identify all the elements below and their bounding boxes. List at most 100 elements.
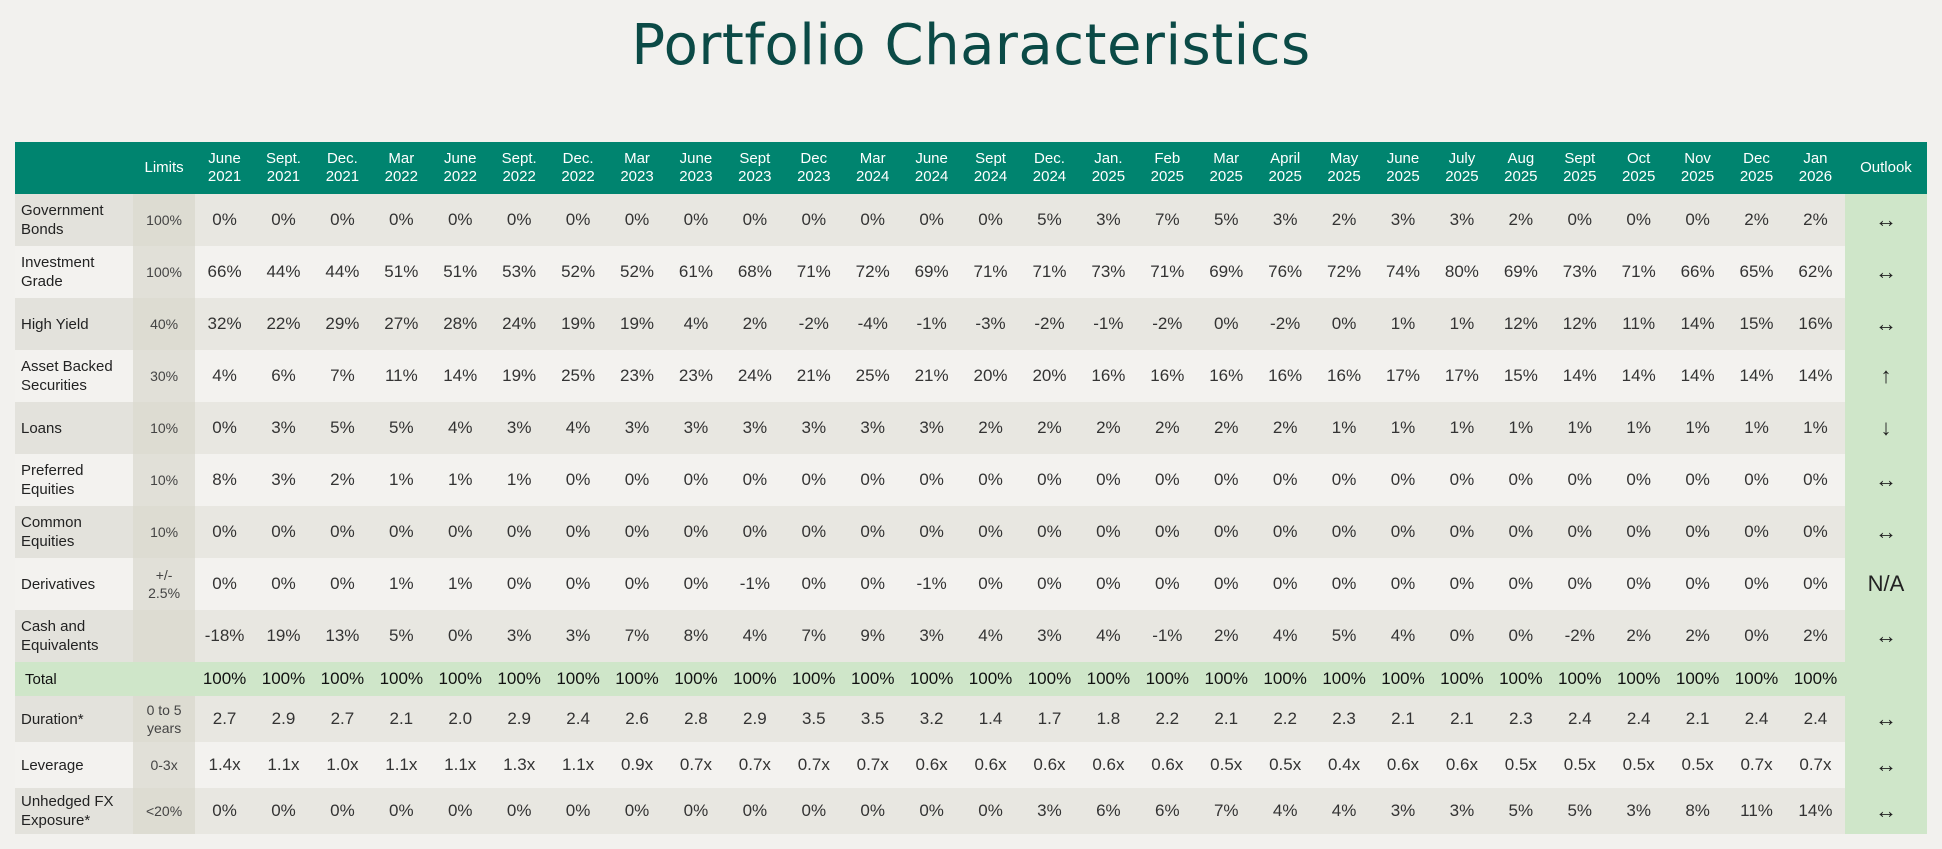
table-cell: 76% [1255, 246, 1315, 298]
header-period-line: 2022 [502, 168, 536, 185]
table-cell: 0.9x [607, 742, 667, 788]
row-label: Asset Backed Securities [15, 350, 134, 402]
table-cell: 24% [725, 350, 785, 402]
table-cell: 17% [1432, 350, 1492, 402]
table-cell: 0% [548, 506, 608, 558]
table-cell: 7% [1196, 788, 1256, 834]
table-cell: 2.4 [1609, 696, 1669, 742]
table-cell: 2.1 [1432, 696, 1492, 742]
row-label-line: Equities [21, 481, 75, 498]
table-row: Asset Backed Securities 30% 4% 6% 7% 11% 14% 19%… [15, 350, 1927, 402]
table-cell: 2% [961, 402, 1020, 454]
table-cell: 1.8 [1078, 696, 1138, 742]
table-cell: 1% [1314, 402, 1374, 454]
header-period-line: 2025 [1150, 168, 1184, 185]
table-cell: 0% [961, 788, 1020, 834]
table-cell: 1.1x [371, 742, 431, 788]
table-cell: 0% [725, 454, 785, 506]
table-cell: 7% [312, 350, 372, 402]
table-cell: 0% [430, 610, 490, 662]
table-cell: 1% [430, 558, 490, 610]
header-period: Dec. 2021 [312, 142, 372, 194]
row-label-line: Asset Backed [21, 358, 113, 375]
outlook-indicator: ↔ [1844, 742, 1927, 788]
table-cell: 0% [1491, 558, 1551, 610]
total-cell: 100% [1255, 662, 1315, 696]
table-cell: 0% [666, 506, 726, 558]
total-cell: 100% [1785, 662, 1845, 696]
total-cell: 100% [1196, 662, 1256, 696]
table-cell: 2.9 [489, 696, 549, 742]
table-cell: 4% [1255, 788, 1315, 834]
table-cell: 0% [607, 194, 667, 246]
table-cell: 5% [371, 402, 431, 454]
table-cell: -1% [1078, 298, 1138, 350]
table-cell: 3% [254, 402, 313, 454]
header-period-line: 2021 [207, 168, 242, 185]
header-period-line: 2025 [1386, 168, 1420, 185]
row-limit: 100% [133, 246, 196, 298]
outlook-indicator: ↔ [1844, 194, 1927, 246]
table-cell: 0.5x [1255, 742, 1315, 788]
table-cell: 0% [1609, 194, 1669, 246]
table-cell: 3% [902, 402, 962, 454]
table-cell: 3% [666, 402, 726, 454]
table-cell: -18% [195, 610, 255, 662]
table-cell: 0% [961, 194, 1020, 246]
total-cell: 100% [1373, 662, 1433, 696]
table-cell: 0% [1491, 454, 1551, 506]
table-cell: 23% [666, 350, 726, 402]
table-cell: 0% [1727, 454, 1786, 506]
table-cell: 1% [1550, 402, 1610, 454]
header-period-line: 2025 [1563, 168, 1597, 185]
table-cell: 3% [1609, 788, 1669, 834]
table-cell: 0% [902, 194, 962, 246]
table-cell: 73% [1078, 246, 1138, 298]
total-cell: 100% [902, 662, 962, 696]
header-limits: Limits [133, 142, 196, 194]
table-cell: 0% [902, 454, 962, 506]
table-cell: 3% [1432, 788, 1492, 834]
table-cell: 2.2 [1255, 696, 1315, 742]
table-cell: 0% [1432, 558, 1492, 610]
outlook-indicator: ↔ [1844, 696, 1927, 742]
table-cell: 13% [312, 610, 372, 662]
table-cell: 3% [489, 402, 549, 454]
table-cell: -2% [1255, 298, 1315, 350]
table-cell: 4% [430, 402, 490, 454]
table-cell: 0% [1550, 558, 1610, 610]
table-cell: 28% [430, 298, 490, 350]
table-cell: 21% [902, 350, 962, 402]
table-cell: 0.7x [784, 742, 844, 788]
table-cell: 0% [1432, 454, 1492, 506]
table-cell: 2% [1727, 194, 1786, 246]
total-label: Total [15, 662, 134, 696]
header-period: Sept. 2021 [254, 142, 313, 194]
header-period-line: 2024 [856, 168, 890, 185]
table-cell: 0% [195, 558, 255, 610]
table-cell: 3% [902, 610, 962, 662]
table-cell: 3% [1373, 788, 1433, 834]
row-limit: 10% [133, 402, 196, 454]
table-cell: 4% [725, 610, 785, 662]
total-cell: 100% [254, 662, 313, 696]
header-period-line: 2025 [1445, 168, 1479, 185]
table-cell: 5% [1314, 610, 1374, 662]
table-cell: 0% [961, 506, 1020, 558]
table-cell: -4% [843, 298, 903, 350]
table-cell: 19% [607, 298, 667, 350]
header-period-line: 2022 [443, 168, 477, 185]
header-row: Limits June 2021 Sept. 2021 Dec. 2021 Mar 2022 J… [15, 142, 1927, 194]
table-cell: 3% [1078, 194, 1138, 246]
table-cell: 0.5x [1550, 742, 1610, 788]
row-limit: 10% [133, 454, 196, 506]
total-cell: 100% [312, 662, 372, 696]
table-cell: -2% [784, 298, 844, 350]
total-cell: 100% [607, 662, 667, 696]
table-cell: 2.1 [371, 696, 431, 742]
header-period: May 2025 [1314, 142, 1374, 194]
table-cell: 0% [607, 788, 667, 834]
table-cell: 2% [1785, 194, 1845, 246]
outlook-indicator: ↓ [1844, 402, 1927, 454]
table-cell: 0% [1491, 610, 1551, 662]
